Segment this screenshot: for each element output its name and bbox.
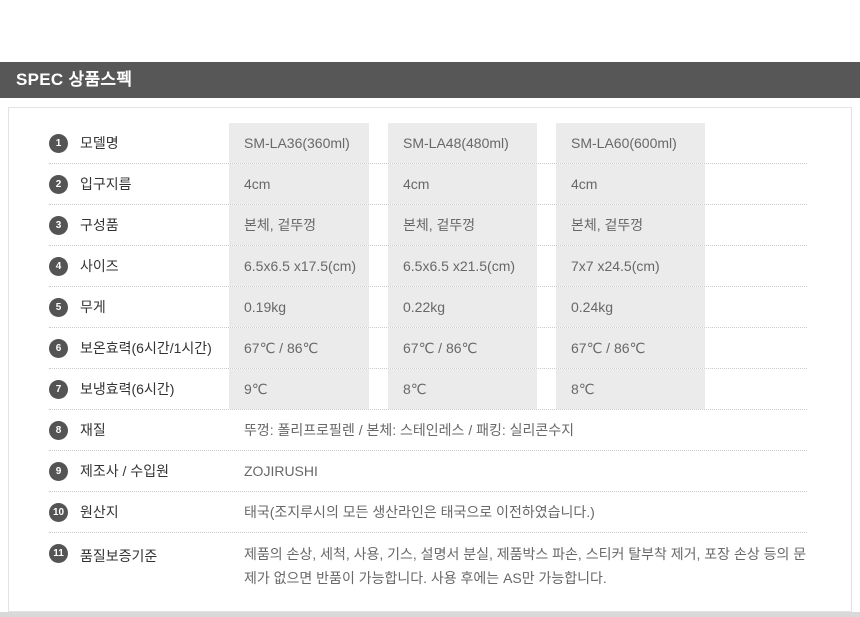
row-label: 보냉효력(6시간) [80,381,175,397]
value-cell: 67℃ / 86℃ [556,328,705,368]
row-value: 뚜껑: 폴리프로필렌 / 본체: 스테인레스 / 패킹: 실리콘수지 [244,422,575,438]
spec-table: 1 모델명 SM-LA36(360ml) SM-LA48(480ml) SM-L… [8,107,852,612]
row-values: 4cm 4cm 4cm [229,164,724,204]
row-label: 재질 [80,422,106,438]
row-label: 입구지름 [80,176,132,192]
row-number-badge: 3 [49,215,68,235]
value-cell: 본체, 겉뚜껑 [556,205,705,245]
row-number-badge: 5 [49,297,68,317]
row-label: 모델명 [80,135,119,151]
spec-section-header: SPEC 상품스펙 [0,62,860,98]
value-cell: 7x7 x24.5(cm) [556,246,705,286]
value-cell: 본체, 겉뚜껑 [388,205,537,245]
value-cell: 4cm [388,164,537,204]
spec-row-heat-retention: 6 보온효력(6시간/1시간) 67℃ / 86℃ 67℃ / 86℃ 67℃ … [49,328,807,369]
row-label: 사이즈 [80,258,119,274]
spec-row-size: 4 사이즈 6.5x6.5 x17.5(cm) 6.5x6.5 x21.5(cm… [49,246,807,287]
value-cell: 4cm [229,164,369,204]
row-label: 무게 [80,299,106,315]
spec-row-cold-retention: 7 보냉효력(6시간) 9℃ 8℃ 8℃ [49,369,807,410]
value-cell: 67℃ / 86℃ [388,328,537,368]
spec-row-warranty: 11 품질보증기준 제품의 손상, 세척, 사용, 기스, 설명서 분실, 제품… [49,533,807,601]
row-label: 보온효력(6시간/1시간) [80,340,212,356]
spec-row-model: 1 모델명 SM-LA36(360ml) SM-LA48(480ml) SM-L… [49,123,807,164]
spec-row-manufacturer: 9 제조사 / 수입원 ZOJIRUSHI [49,451,807,492]
row-number-badge: 1 [49,133,68,153]
row-values: 본체, 겉뚜껑 본체, 겉뚜껑 본체, 겉뚜껑 [229,205,724,245]
row-label: 원산지 [80,504,119,520]
row-label: 제조사 / 수입원 [80,463,169,479]
row-values: 9℃ 8℃ 8℃ [229,369,724,409]
value-cell: SM-LA60(600ml) [556,123,705,163]
value-cell: 0.19kg [229,287,369,327]
value-cell: SM-LA36(360ml) [229,123,369,163]
value-cell: 0.24kg [556,287,705,327]
value-cell: 0.22kg [388,287,537,327]
row-value: 제품의 손상, 세척, 사용, 기스, 설명서 분실, 제품박스 파손, 스티커… [244,546,807,586]
row-number-badge: 4 [49,256,68,276]
row-number-badge: 7 [49,379,68,399]
row-values: 0.19kg 0.22kg 0.24kg [229,287,724,327]
spec-section-title: SPEC 상품스펙 [16,70,133,89]
row-number-badge: 6 [49,338,68,358]
value-cell: 67℃ / 86℃ [229,328,369,368]
value-cell: 8℃ [388,369,537,409]
row-values: SM-LA36(360ml) SM-LA48(480ml) SM-LA60(60… [229,123,724,163]
row-values: 6.5x6.5 x17.5(cm) 6.5x6.5 x21.5(cm) 7x7 … [229,246,724,286]
value-cell: 6.5x6.5 x17.5(cm) [229,246,369,286]
spec-row-mouth-diameter: 2 입구지름 4cm 4cm 4cm [49,164,807,205]
row-number-badge: 2 [49,174,68,194]
row-label: 구성품 [80,217,119,233]
row-value: 태국(조지루시의 모든 생산라인은 태국으로 이전하였습니다.) [244,504,595,520]
value-cell: 8℃ [556,369,705,409]
spec-row-weight: 5 무게 0.19kg 0.22kg 0.24kg [49,287,807,328]
spec-row-material: 8 재질 뚜껑: 폴리프로필렌 / 본체: 스테인레스 / 패킹: 실리콘수지 [49,410,807,451]
value-cell: 9℃ [229,369,369,409]
row-label: 품질보증기준 [80,548,158,564]
spec-row-origin: 10 원산지 태국(조지루시의 모든 생산라인은 태국으로 이전하였습니다.) [49,492,807,533]
row-number-badge: 11 [49,544,68,563]
value-cell: 6.5x6.5 x21.5(cm) [388,246,537,286]
row-value: ZOJIRUSHI [244,463,318,479]
row-number-badge: 10 [49,502,68,522]
row-values: 67℃ / 86℃ 67℃ / 86℃ 67℃ / 86℃ [229,328,724,368]
value-cell: SM-LA48(480ml) [388,123,537,163]
page-bottom-divider [0,612,860,617]
spec-row-components: 3 구성품 본체, 겉뚜껑 본체, 겉뚜껑 본체, 겉뚜껑 [49,205,807,246]
value-cell: 4cm [556,164,705,204]
value-cell: 본체, 겉뚜껑 [229,205,369,245]
row-number-badge: 9 [49,461,68,481]
row-number-badge: 8 [49,420,68,440]
